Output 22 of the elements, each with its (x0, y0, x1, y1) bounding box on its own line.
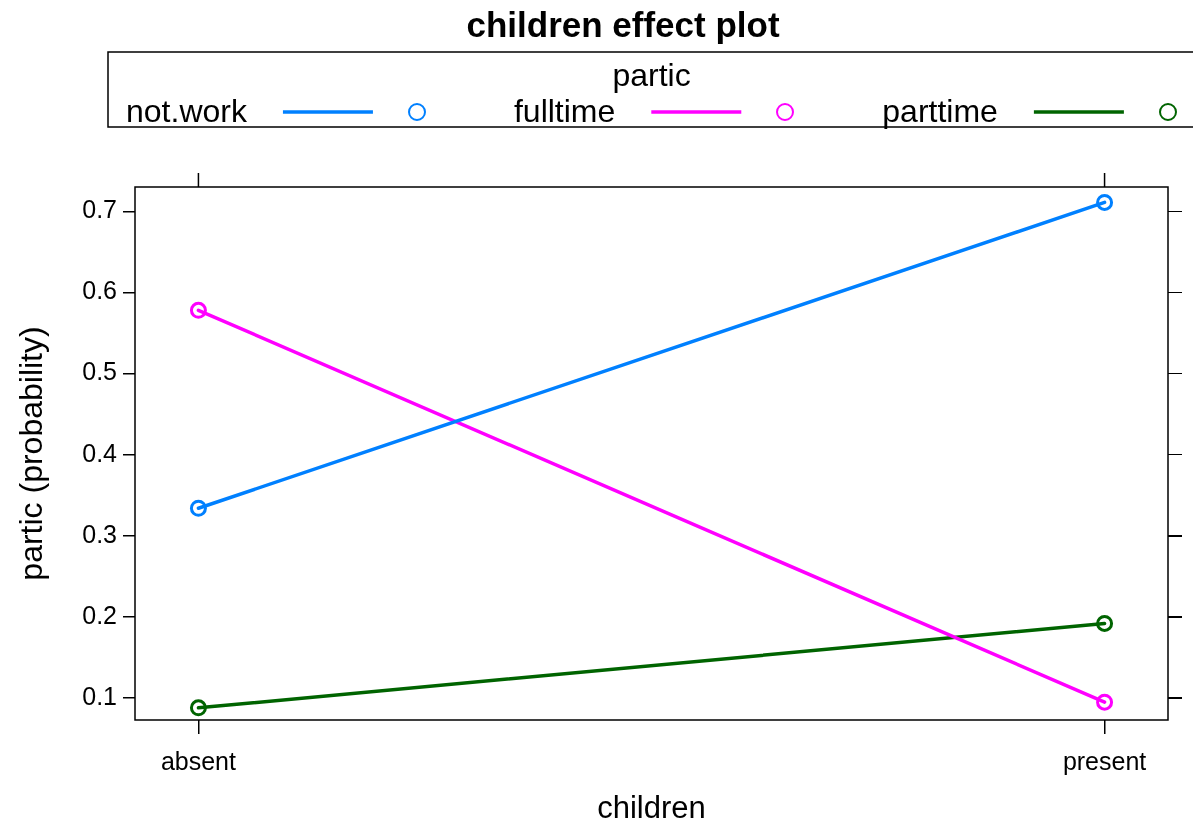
y-tick-label: 0.2 (82, 600, 117, 629)
point (189, 301, 207, 319)
chart-title: children effect plot (466, 5, 780, 44)
point (1096, 193, 1114, 211)
y-tick-label: 0.5 (82, 357, 117, 386)
legend-label: parttime (882, 93, 998, 129)
legend-label: fulltime (513, 93, 616, 129)
legend-label: not.work (126, 93, 248, 129)
point (1096, 693, 1114, 711)
point (1096, 614, 1114, 632)
y-tick-label: 0.4 (82, 438, 118, 467)
y-tick-label: 0.3 (82, 519, 117, 548)
x-axis-title: children (597, 789, 706, 825)
point (189, 499, 207, 517)
x-tick-label: absent (160, 746, 237, 775)
legend-title: partic (612, 57, 691, 93)
y-tick-label: 0.7 (82, 195, 117, 224)
y-axis-title: partic (probability) (13, 326, 50, 581)
point (189, 699, 207, 717)
y-tick-label: 0.6 (82, 276, 117, 305)
y-tick-label: 0.1 (82, 681, 117, 710)
x-tick-label: present (1062, 746, 1147, 775)
